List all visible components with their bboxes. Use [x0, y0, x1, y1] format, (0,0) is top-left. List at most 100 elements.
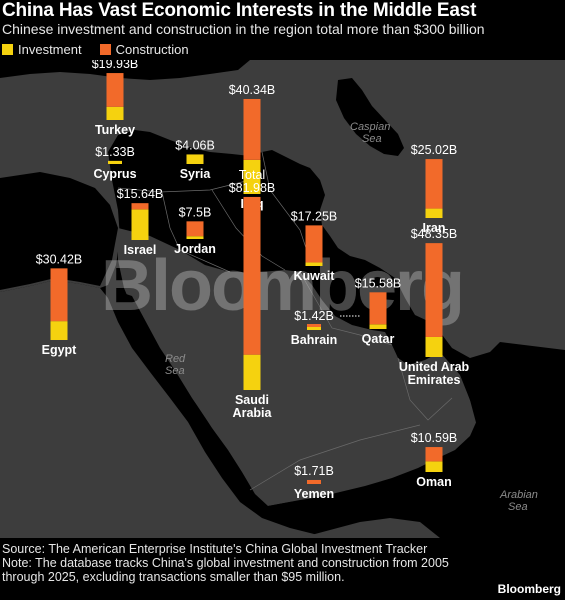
country-group-jordan: $7.5B Jordan: [174, 205, 216, 256]
note-text: Note: The database tracks China's global…: [2, 556, 449, 584]
country-group-qatar: $15.58B Qatar: [355, 276, 402, 346]
country-label-saudi-arabia: Arabia: [233, 406, 273, 420]
source-text: Source: The American Enterprise Institut…: [2, 542, 428, 556]
bar-investment-syria: [186, 154, 204, 164]
country-label-iran: Iran: [423, 221, 446, 235]
country-label-united-arab-emirates: Emirates: [408, 373, 461, 387]
construction-swatch: [99, 44, 111, 55]
country-label-oman: Oman: [416, 475, 451, 489]
country-label-bahrain: Bahrain: [291, 333, 338, 347]
chart-subtitle: Chinese investment and construction in t…: [2, 21, 485, 37]
value-label-israel: $15.64B: [117, 187, 164, 201]
mediterranean-sea: [0, 172, 118, 290]
bar-investment-iran: [425, 208, 443, 218]
country-group-oman: $10.59B Oman: [411, 431, 458, 489]
country-group-iran: $25.02B Iran: [411, 143, 458, 235]
border-line: [161, 191, 181, 251]
borders: [117, 151, 453, 491]
country-group-israel: $15.64B Israel: [117, 187, 164, 257]
total-prefix-label: Total: [239, 168, 265, 182]
land: [0, 60, 565, 538]
country-group-syria: $4.06B Syria: [175, 138, 215, 181]
arabian-sea-label: Arabian Sea: [499, 489, 541, 513]
value-label-egypt: $30.42B: [36, 252, 83, 266]
water: [0, 60, 565, 538]
country-label-cyprus: Cyprus: [93, 167, 136, 181]
bar-investment-oman: [425, 461, 443, 472]
bar-construction-israel: [131, 203, 149, 210]
country-label-egypt: Egypt: [42, 343, 78, 357]
value-label-united-arab-emirates: $48.35B: [411, 227, 458, 241]
value-label-saudi-arabia: $81.98B: [229, 181, 276, 195]
bar-investment-iraq: [243, 159, 261, 194]
value-label-iraq: $40.34B: [229, 83, 276, 97]
country-label-united-arab-emirates: United Arab: [399, 360, 470, 374]
bar-construction-qatar: [369, 292, 387, 325]
country-group-turkey: $19.93B Turkey: [92, 60, 139, 137]
bar-investment-united-arab-emirates: [425, 336, 443, 357]
sea-labels: Caspian Sea Red Sea Arabian Sea: [165, 121, 541, 513]
legend: Investment Construction: [2, 42, 199, 57]
bar-construction-turkey: [106, 73, 124, 107]
middle-east-map: Caspian Sea Red Sea Arabian Sea Bloomber…: [0, 60, 565, 538]
bloomberg-logo: Bloomberg: [497, 582, 561, 596]
bar-investment-bahrain: [307, 327, 321, 330]
country-group-cyprus: $1.33B Cyprus: [93, 145, 136, 181]
country-label-israel: Israel: [124, 243, 157, 257]
land-arabia: [118, 228, 478, 506]
value-label-iran: $25.02B: [411, 143, 458, 157]
arabian-sea: [430, 350, 565, 538]
value-label-jordan: $7.5B: [179, 205, 212, 219]
value-label-turkey: $19.93B: [92, 60, 139, 71]
bar-construction-iraq: [243, 99, 261, 160]
bar-investment-egypt: [50, 321, 68, 340]
border-line: [397, 357, 453, 421]
legend-label-investment: Investment: [18, 42, 82, 57]
country-group-egypt: $30.42B Egypt: [36, 252, 83, 357]
border-line: [299, 271, 393, 346]
country-group-kuwait: $17.25B Kuwait: [291, 209, 338, 283]
country-label-kuwait: Kuwait: [294, 269, 336, 283]
country-label-turkey: Turkey: [95, 123, 135, 137]
land-africa: [0, 280, 330, 538]
bar-construction-united-arab-emirates: [425, 243, 443, 337]
gulf-of-aden: [268, 478, 440, 528]
country-label-jordan: Jordan: [174, 242, 216, 256]
border-line: [179, 249, 231, 273]
country-label-saudi-arabia: Saudi: [235, 393, 269, 407]
bar-construction-iran: [425, 159, 443, 209]
bar-construction-jordan: [186, 221, 204, 237]
land-horn: [300, 518, 440, 538]
value-label-cyprus: $1.33B: [95, 145, 135, 159]
value-label-qatar: $15.58B: [355, 276, 402, 290]
value-label-oman: $10.59B: [411, 431, 458, 445]
country-group-yemen: $1.71B Yemen: [294, 464, 334, 501]
bar-investment-qatar: [369, 324, 387, 329]
land-north: [0, 60, 565, 358]
bar-construction-saudi-arabia: [243, 196, 261, 355]
bar-investment-turkey: [106, 106, 124, 120]
legend-item-investment: Investment: [2, 42, 82, 57]
investment-swatch: [2, 44, 13, 55]
border-line: [249, 424, 421, 491]
caspian-sea-label: Caspian Sea: [350, 121, 393, 145]
bar-construction-oman: [425, 447, 443, 462]
value-label-bahrain: $1.42B: [294, 309, 334, 323]
bar-investment-israel: [131, 209, 149, 240]
chart-title: China Has Vast Economic Interests in the…: [2, 0, 477, 21]
country-label-yemen: Yemen: [294, 487, 334, 501]
bar-construction-bahrain: [307, 324, 321, 327]
value-label-kuwait: $17.25B: [291, 209, 338, 223]
border-line: [117, 179, 251, 193]
country-label-syria: Syria: [180, 167, 212, 181]
red-sea-label: Red Sea: [165, 353, 188, 377]
bar-construction-egypt: [50, 268, 68, 322]
legend-label-construction: Construction: [115, 42, 189, 57]
value-label-syria: $4.06B: [175, 138, 215, 152]
bar-construction-kuwait: [305, 225, 323, 263]
footer: Source: The American Enterprise Institut…: [2, 542, 472, 584]
country-group-bahrain: $1.42B Bahrain: [291, 309, 360, 347]
legend-item-construction: Construction: [99, 42, 189, 57]
